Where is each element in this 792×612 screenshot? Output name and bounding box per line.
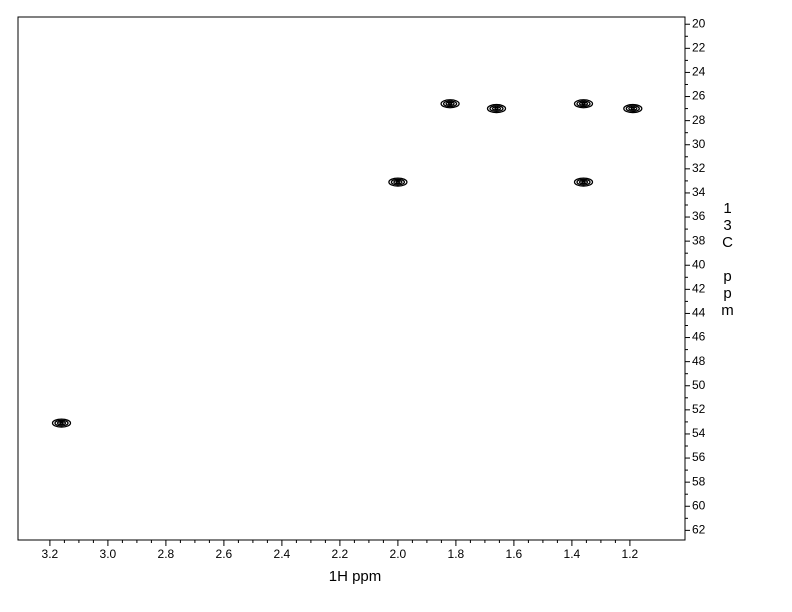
peak-contour: [393, 179, 403, 185]
peak-contour: [491, 106, 502, 111]
y-tick-label: 46: [692, 330, 706, 344]
peak: [51, 418, 72, 428]
peak-contour: [486, 103, 507, 114]
x-tick-label: 2.0: [390, 547, 407, 561]
x-tick-label: 1.8: [448, 547, 465, 561]
y-tick-label: 62: [692, 523, 706, 537]
peak: [388, 177, 408, 187]
peak-contour: [576, 178, 591, 186]
peak-contour: [56, 420, 67, 426]
x-axis-label: 1H ppm: [329, 568, 382, 585]
peak-contour: [581, 102, 586, 106]
peak-contour: [581, 180, 586, 184]
y-tick-label: 56: [692, 450, 706, 464]
peak: [623, 103, 643, 114]
y-tick-label: 50: [692, 378, 706, 392]
y-tick-label: 34: [692, 185, 706, 199]
peak: [440, 99, 460, 109]
x-tick-label: 2.6: [216, 547, 233, 561]
y-tick-label: 30: [692, 137, 706, 151]
y-tick-label: 24: [692, 65, 706, 79]
y-tick-label: 54: [692, 426, 706, 440]
peak-contour: [447, 102, 453, 106]
peak: [486, 103, 507, 114]
x-tick-label: 1.4: [564, 547, 581, 561]
y-tick-label: 36: [692, 209, 706, 223]
y-tick-label: 32: [692, 161, 706, 175]
y-tick-label: 58: [692, 474, 706, 488]
peak-contour: [395, 180, 401, 184]
x-tick-label: 3.0: [100, 547, 117, 561]
peak-contour: [576, 100, 591, 108]
peak-contour: [578, 179, 589, 185]
peak-contour: [623, 103, 643, 114]
y-tick-label: 22: [692, 41, 706, 55]
peak: [573, 177, 594, 187]
peak: [573, 99, 594, 109]
x-tick-label: 3.2: [42, 547, 59, 561]
y-axis-label: 13C ppm: [719, 200, 736, 319]
x-tick-label: 2.2: [332, 547, 349, 561]
peak-contour: [54, 419, 69, 427]
peak-contour: [573, 177, 594, 187]
peak-contour: [445, 101, 455, 107]
peak-contour: [390, 178, 406, 186]
y-tick-label: 26: [692, 89, 706, 103]
y-tick-label: 28: [692, 113, 706, 127]
y-tick-label: 20: [692, 16, 706, 30]
peak-contour: [494, 107, 499, 111]
x-tick-label: 1.2: [622, 547, 639, 561]
peak-contour: [442, 100, 458, 108]
y-tick-label: 42: [692, 282, 706, 296]
peak-contour: [625, 105, 640, 113]
y-tick-label: 48: [692, 354, 706, 368]
y-tick-label: 38: [692, 233, 706, 247]
peak-contour: [578, 101, 589, 107]
y-tick-label: 52: [692, 402, 706, 416]
peak-contour: [51, 418, 72, 428]
peak-contour: [630, 107, 635, 111]
peak-contour: [440, 99, 460, 109]
y-tick-label: 60: [692, 498, 706, 512]
y-tick-label: 44: [692, 306, 706, 320]
peak-contour: [59, 421, 64, 425]
peak-contour: [628, 106, 638, 111]
x-tick-label: 1.6: [506, 547, 523, 561]
y-tick-label: 40: [692, 257, 706, 271]
plot-frame: [17, 16, 686, 541]
peak-contour: [388, 177, 408, 187]
peak-contour: [489, 105, 504, 113]
x-tick-label: 2.8: [158, 547, 175, 561]
peak-contour: [573, 99, 594, 109]
x-tick-label: 2.4: [274, 547, 291, 561]
